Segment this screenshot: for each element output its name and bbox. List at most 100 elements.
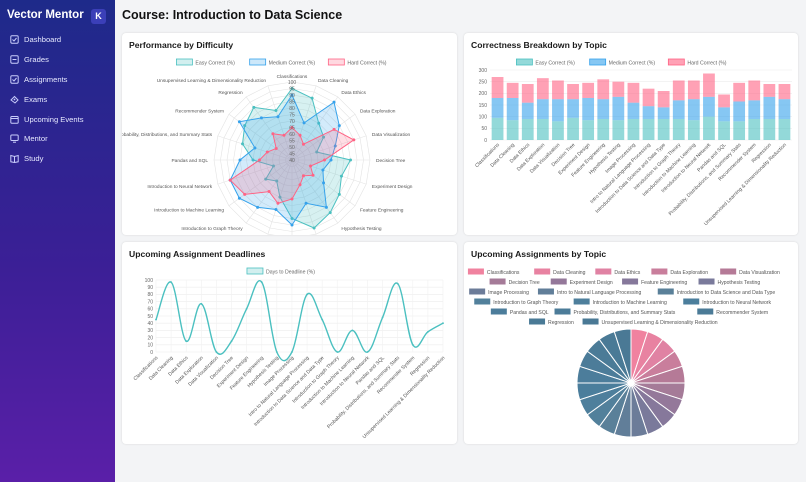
bar-segment[interactable] [582,120,595,140]
bar-segment[interactable] [536,99,549,119]
legend-item[interactable]: Introduction to Data Science and Data Ty… [657,288,776,297]
bar-segment[interactable] [703,116,715,140]
bar-segment[interactable] [642,119,655,140]
radar-point[interactable] [237,120,241,124]
bar-segment[interactable] [718,94,730,108]
legend-item[interactable]: Data Cleaning [534,268,586,277]
line-point[interactable] [351,329,354,332]
bar-segment[interactable] [672,119,685,140]
bar-segment[interactable] [748,119,761,140]
bar-segment[interactable] [778,99,791,119]
bar-segment[interactable] [733,101,746,122]
bar-segment[interactable] [748,80,761,101]
bar-segment[interactable] [718,107,730,122]
sidebar-item-upcoming-events[interactable]: Upcoming Events [0,109,115,129]
legend-item[interactable]: Pandas and SQL [490,308,549,317]
radar-point[interactable] [276,201,280,205]
bar-segment[interactable] [687,120,700,140]
bar-segment[interactable] [672,100,685,119]
line-point[interactable] [155,318,157,321]
legend-item[interactable]: Intro to Natural Language Processing [537,288,642,297]
radar-point[interactable] [259,116,263,120]
line-point[interactable] [381,316,384,319]
radar-point[interactable] [274,147,278,151]
bar-segment[interactable] [552,99,564,122]
line-point[interactable] [411,343,414,346]
radar-point[interactable] [315,150,319,154]
bar-segment[interactable] [567,84,579,100]
bar-segment[interactable] [521,119,534,140]
line-point[interactable] [306,293,308,296]
radar-point[interactable] [311,173,315,177]
sidebar-item-mentor[interactable]: Mentor [0,129,115,149]
radar-point[interactable] [333,144,337,148]
line-point[interactable] [260,281,263,284]
legend-item[interactable]: Probability, Distributions, and Summary … [554,308,676,317]
bar-segment[interactable] [597,119,610,140]
radar-point[interactable] [352,138,356,142]
bar-segment[interactable] [763,84,776,97]
legend-item[interactable]: Recommender System [697,308,768,317]
legend-item[interactable]: Feature Engineering [622,278,687,287]
bar-segment[interactable] [521,84,534,103]
bar-segment[interactable] [506,82,519,98]
legend-item[interactable]: Data Visualization [720,268,780,277]
legend-item[interactable]: Easy Correct (%) [176,58,235,67]
bar-segment[interactable] [627,102,640,119]
radar-point[interactable] [243,192,247,196]
bar-segment[interactable] [582,82,595,98]
line-point[interactable] [200,302,203,305]
radar-point[interactable] [253,146,257,150]
bar-segment[interactable] [612,81,625,97]
bar-segment[interactable] [778,119,791,140]
bar-segment[interactable] [763,96,776,119]
radar-point[interactable] [278,195,282,199]
bar-segment[interactable] [491,77,504,98]
radar-point[interactable] [302,121,306,125]
collapse-sidebar-button[interactable]: K [91,9,106,24]
bar-segment[interactable] [491,117,504,140]
bar-segment[interactable] [703,96,715,117]
radar-point[interactable] [271,164,275,168]
line-point[interactable] [336,351,339,353]
radar-point[interactable] [282,133,286,137]
radar-point[interactable] [290,197,294,201]
radar-point[interactable] [290,217,294,220]
bar-segment[interactable] [536,78,549,100]
legend-item[interactable]: Hypothesis Testing [698,278,761,287]
bar-segment[interactable] [778,84,791,100]
radar-point[interactable] [322,135,326,139]
pie-slice[interactable] [613,328,632,384]
bar-segment[interactable] [567,117,579,140]
radar-point[interactable] [274,109,278,113]
legend-item[interactable]: Experiment Design [550,278,613,287]
sidebar-item-grades[interactable]: Grades [0,50,115,70]
radar-point[interactable] [324,205,328,209]
sidebar-item-study[interactable]: Study [0,149,115,169]
bar-segment[interactable] [748,100,761,119]
sidebar-item-dashboard[interactable]: Dashboard [0,30,115,50]
legend-item[interactable]: Medium Correct (%) [249,58,316,67]
bar-segment[interactable] [491,98,504,118]
radar-point[interactable] [309,164,313,168]
legend-item[interactable]: Decision Tree [489,278,540,287]
radar-point[interactable] [301,142,305,146]
legend-item[interactable]: Hard Correct (%) [327,58,387,67]
line-point[interactable] [170,281,173,284]
bar-segment[interactable] [672,80,685,101]
radar-point[interactable] [329,158,333,162]
bar-segment[interactable] [552,80,564,100]
radar-point[interactable] [241,142,245,146]
radar-point[interactable] [237,196,241,200]
legend-item[interactable]: Introduction to Graph Theory [474,298,559,307]
radar-point[interactable] [290,87,294,90]
radar-point[interactable] [252,105,256,109]
radar-point[interactable] [290,126,294,129]
radar-point[interactable] [271,132,275,136]
radar-point[interactable] [243,124,247,128]
radar-point[interactable] [332,127,336,131]
line-point[interactable] [321,318,324,321]
radar-point[interactable] [256,205,260,209]
radar-point[interactable] [290,223,294,227]
radar-point[interactable] [267,190,271,194]
